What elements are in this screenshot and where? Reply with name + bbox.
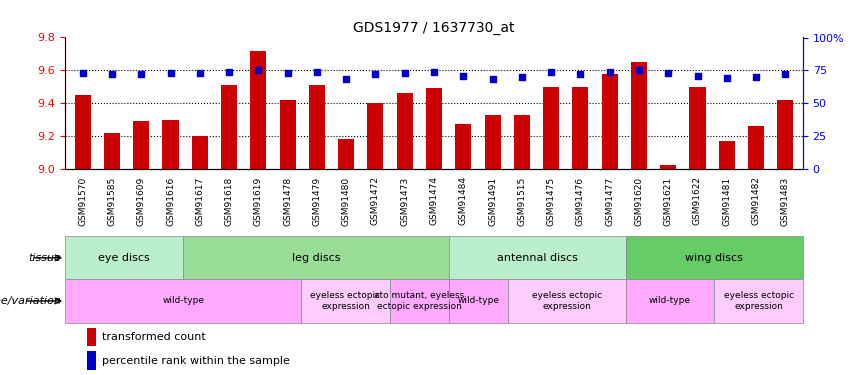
Point [105,71,119,77]
Text: transformed count: transformed count [102,332,206,342]
Point [222,69,236,75]
Point [457,73,470,79]
Bar [543,87,559,169]
Text: genotype/variation: genotype/variation [0,296,62,306]
Bar [75,95,91,169]
Text: eyeless ectopic
expression: eyeless ectopic expression [311,291,380,310]
Point [76,70,89,76]
Bar [689,87,706,169]
Text: eyeless ectopic
expression: eyeless ectopic expression [532,291,602,310]
Point [252,68,266,74]
Point [485,76,499,82]
Bar [626,279,714,322]
Point [691,73,705,79]
Text: wing discs: wing discs [686,253,743,263]
Bar [367,103,384,169]
Title: GDS1977 / 1637730_at: GDS1977 / 1637730_at [353,21,515,35]
Point [574,71,588,77]
Bar [514,115,529,169]
Point [369,71,383,77]
Bar [339,139,354,169]
Bar [183,236,449,279]
Text: ato mutant, eyeless
ectopic expression: ato mutant, eyeless ectopic expression [374,291,464,310]
Point [193,70,207,76]
Point [602,69,616,75]
Bar [221,85,237,169]
Bar [87,351,96,370]
Bar [65,236,183,279]
Text: eye discs: eye discs [98,253,150,263]
Bar [87,328,96,346]
Bar [449,236,626,279]
Bar [426,88,442,169]
Bar [777,100,793,169]
Point [427,69,441,75]
Text: wild-type: wild-type [649,296,691,305]
Bar [192,136,207,169]
Bar [104,133,120,169]
Text: wild-type: wild-type [457,296,499,305]
Bar [449,279,508,322]
Bar [714,279,803,322]
Bar [719,141,735,169]
Bar [390,279,449,322]
Bar [309,85,325,169]
Point [310,69,324,75]
Point [661,70,675,76]
Text: percentile rank within the sample: percentile rank within the sample [102,356,290,366]
Text: antennal discs: antennal discs [496,253,578,263]
Point [398,70,411,76]
Point [749,74,763,80]
Bar [748,126,764,169]
Bar [455,124,471,169]
Bar [162,120,179,169]
Point [544,69,558,75]
Text: wild-type: wild-type [162,296,204,305]
Text: leg discs: leg discs [292,253,340,263]
Text: eyeless ectopic
expression: eyeless ectopic expression [724,291,793,310]
Point [280,70,294,76]
Point [339,76,353,82]
Bar [279,100,296,169]
Bar [301,279,390,322]
Bar [397,93,413,169]
Point [515,74,529,80]
Bar [602,74,618,169]
Text: tissue: tissue [29,253,62,263]
Bar [626,236,803,279]
Point [779,71,792,77]
Point [135,71,148,77]
Bar [508,279,626,322]
Bar [661,165,676,169]
Point [632,68,646,74]
Bar [572,87,589,169]
Bar [631,62,647,169]
Point [720,75,733,81]
Bar [250,51,266,169]
Bar [65,279,301,322]
Point [163,70,177,76]
Bar [484,115,501,169]
Bar [133,121,149,169]
